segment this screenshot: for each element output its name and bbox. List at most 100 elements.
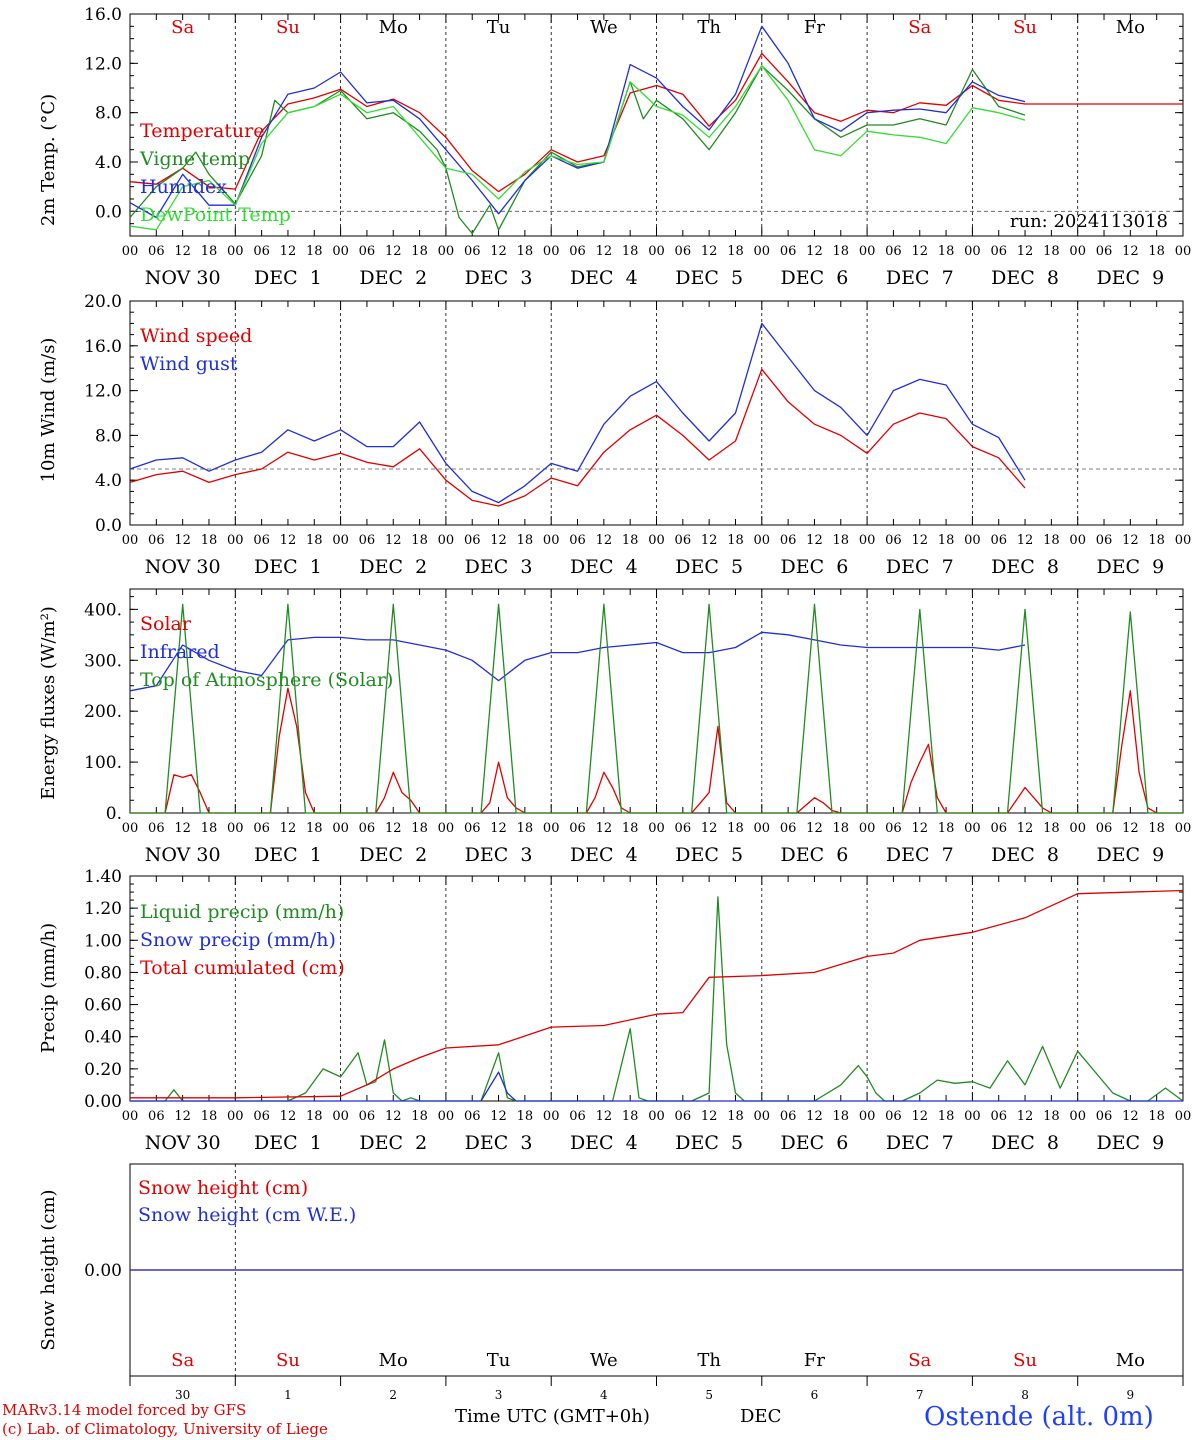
x-hour-label: 00 <box>543 244 560 259</box>
x-hour-label: 12 <box>911 533 928 548</box>
x-hour-label: 12 <box>385 533 402 548</box>
x-hour-label: 18 <box>517 244 534 259</box>
x-hour-label: 06 <box>148 244 165 259</box>
x-date-label: NOV 30 <box>145 556 221 578</box>
x-hour-label: 06 <box>885 1109 902 1124</box>
x-hour-label: 06 <box>359 533 376 548</box>
legend-entry: Liquid precip (mm/h) <box>140 901 344 923</box>
x-hour-label: 06 <box>359 821 376 836</box>
x-hour-label: 06 <box>148 821 165 836</box>
day-name-label: Su <box>276 17 300 38</box>
x-hour-label: 06 <box>148 1109 165 1124</box>
x-hour-label: 00 <box>227 1109 244 1124</box>
x-hour-label: 18 <box>1148 821 1165 836</box>
x-date-label: DEC 4 <box>570 556 638 578</box>
series-line <box>129 65 1026 231</box>
x-date-label: DEC 5 <box>675 556 743 578</box>
y-tick-label: 0.0 <box>95 516 122 536</box>
x-hour-label: 12 <box>385 1109 402 1124</box>
y-tick-label: 20.0 <box>84 292 122 312</box>
chart-panel-1: 16.0 12.0 8.0 4.0 0.0 2m Temp. (°C) Temperatur… <box>38 5 1191 289</box>
x-hour-label: 18 <box>201 533 218 548</box>
chart-panel-5: 0.00 Snow height (cm) Snow height (cm) Snow… <box>38 1163 1184 1402</box>
x-hour-label: 00 <box>648 244 665 259</box>
x-hour-label: 00 <box>332 533 349 548</box>
x-hour-label: 00 <box>648 533 665 548</box>
x-day-number: 2 <box>389 1388 397 1402</box>
legend-entry: Snow height (cm) <box>138 1177 308 1199</box>
day-name-label: Fr <box>804 1350 825 1371</box>
x-hour-label: 06 <box>253 821 270 836</box>
x-axis-month: DEC <box>740 1406 782 1427</box>
x-hour-label: 06 <box>990 533 1007 548</box>
day-name-label: Th <box>697 17 721 38</box>
x-hour-label: 00 <box>543 533 560 548</box>
x-hour-label: 12 <box>596 1109 613 1124</box>
x-hour-label: 12 <box>1122 821 1139 836</box>
legend-entry: Humidex <box>140 176 227 198</box>
x-hour-label: 12 <box>806 244 823 259</box>
y-tick-label: 0.80 <box>84 963 122 983</box>
x-hour-label: 18 <box>727 244 744 259</box>
x-hour-label: 06 <box>253 244 270 259</box>
x-date-label: DEC 8 <box>991 556 1059 578</box>
series-line <box>129 631 1026 692</box>
x-hour-label: 18 <box>306 533 323 548</box>
x-date-label: DEC 8 <box>991 844 1059 866</box>
x-hour-label: 06 <box>885 533 902 548</box>
x-hour-label: 06 <box>990 244 1007 259</box>
x-hour-label: 18 <box>622 821 639 836</box>
x-hour-label: 12 <box>174 244 191 259</box>
day-name-label: Mo <box>379 1350 408 1371</box>
x-hour-label: 06 <box>675 1109 692 1124</box>
x-hour-label: 06 <box>253 1109 270 1124</box>
x-day-number: 3 <box>495 1388 503 1402</box>
y-tick-label: 200. <box>84 702 122 722</box>
x-hour-label: 06 <box>569 244 586 259</box>
x-date-label: DEC 2 <box>359 844 427 866</box>
x-hour-label: 06 <box>253 533 270 548</box>
x-hour-label: 06 <box>1096 1109 1113 1124</box>
day-name-label: Mo <box>1116 1350 1145 1371</box>
x-date-label: DEC 3 <box>465 267 533 289</box>
x-date-label: DEC 7 <box>886 844 954 866</box>
x-hour-label: 12 <box>174 533 191 548</box>
x-hour-label: 00 <box>964 821 981 836</box>
y-tick-label: 1.40 <box>84 867 122 887</box>
y-tick-label: 8.0 <box>95 426 122 446</box>
x-hour-label: 18 <box>306 821 323 836</box>
x-hour-label: 00 <box>543 821 560 836</box>
x-date-label: DEC 7 <box>886 1132 954 1154</box>
x-hour-label: 00 <box>122 244 139 259</box>
legend-entry: Snow precip (mm/h) <box>140 929 336 951</box>
x-date-label: DEC 6 <box>781 556 849 578</box>
x-hour-label: 00 <box>964 533 981 548</box>
x-hour-label: 12 <box>596 533 613 548</box>
x-hour-label: 12 <box>701 533 718 548</box>
x-hour-label: 00 <box>227 821 244 836</box>
x-hour-label: 18 <box>201 821 218 836</box>
x-hour-label: 12 <box>1017 821 1034 836</box>
x-hour-label: 12 <box>490 244 507 259</box>
legend-entry: Temperature <box>140 120 264 142</box>
y-tick-label: 8.0 <box>95 104 122 124</box>
x-hour-label: 12 <box>385 821 402 836</box>
x-date-label: DEC 6 <box>781 1132 849 1154</box>
x-hour-label: 06 <box>780 821 797 836</box>
x-hour-label: 18 <box>517 1109 534 1124</box>
y-tick-label: 0. <box>106 804 122 824</box>
x-hour-label: 18 <box>201 1109 218 1124</box>
x-hour-label: 00 <box>1069 821 1086 836</box>
model-credit: MARv3.14 model forced by GFS <box>2 1401 247 1419</box>
x-day-number: 8 <box>1021 1388 1029 1402</box>
x-hour-label: 06 <box>464 1109 481 1124</box>
legend-entry: Top of Atmosphere (Solar) <box>140 669 393 691</box>
x-hour-label: 12 <box>911 1109 928 1124</box>
x-hour-label: 00 <box>754 533 771 548</box>
day-name-label: Tu <box>487 17 511 38</box>
x-hour-label: 00 <box>1069 244 1086 259</box>
y-axis-title: Precip (mm/h) <box>38 923 59 1053</box>
x-hour-label: 18 <box>1043 533 1060 548</box>
x-hour-label: 00 <box>964 1109 981 1124</box>
x-hour-label: 06 <box>885 821 902 836</box>
